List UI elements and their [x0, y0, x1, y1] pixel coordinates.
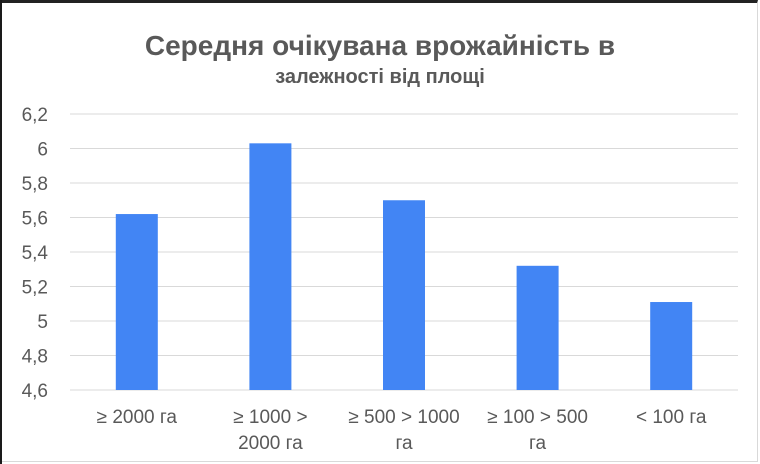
bar [115, 214, 158, 390]
y-tick-label: 6,2 [22, 105, 48, 126]
y-tick-label: 5 [37, 312, 48, 333]
y-tick-label: 4,6 [22, 381, 48, 402]
y-tick-label: 5,4 [22, 243, 49, 264]
y-tick-label: 5,2 [22, 278, 48, 299]
y-tick-label: 4,8 [22, 347, 48, 368]
y-tick-label: 5,6 [22, 209, 48, 230]
x-tick-label: га [395, 433, 413, 454]
x-tick-label: га [529, 433, 547, 454]
x-tick-label: ≥ 100 > 500 [487, 407, 588, 428]
bar [516, 265, 559, 390]
x-tick-label: < 100 га [636, 407, 707, 428]
x-tick-label: ≥ 1000 > [233, 407, 307, 428]
chart-subtitle: залежності від площі [275, 66, 485, 88]
x-tick-label: ≥ 500 > 1000 [348, 407, 459, 428]
y-tick-label: 6 [37, 140, 48, 161]
bar [383, 200, 425, 390]
y-tick-label: 5,8 [22, 174, 48, 195]
chart-title: Середня очікувана врожайність в [144, 30, 616, 61]
bar [650, 302, 693, 390]
x-tick-label: ≥ 2000 га [97, 407, 178, 428]
bar [249, 143, 292, 390]
x-tick-label: 2000 га [238, 433, 303, 454]
window-edge [0, 0, 2, 464]
